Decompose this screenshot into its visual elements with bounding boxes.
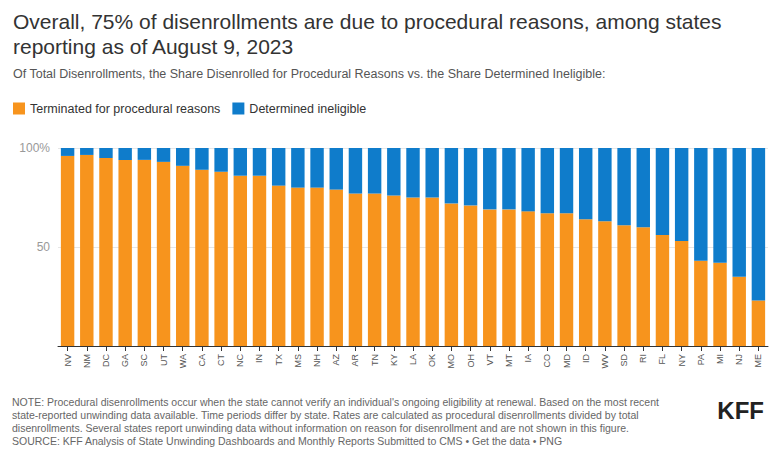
svg-text:AZ: AZ	[331, 354, 341, 366]
svg-text:MS: MS	[293, 354, 303, 368]
svg-text:ID: ID	[581, 353, 591, 363]
svg-text:Overall, 75% of disenrollments: Overall, 75% of disenrollments are due t…	[13, 10, 727, 33]
svg-text:FL: FL	[657, 354, 667, 365]
svg-text:OK: OK	[427, 354, 437, 367]
svg-text:IN: IN	[254, 354, 264, 363]
svg-text:50: 50	[37, 240, 51, 254]
svg-text:OH: OH	[466, 354, 476, 368]
svg-text:MT: MT	[504, 354, 514, 367]
svg-text:NY: NY	[677, 354, 687, 367]
svg-text:DC: DC	[101, 354, 111, 367]
svg-text:NC: NC	[235, 354, 245, 367]
svg-text:PA: PA	[696, 354, 706, 365]
svg-text:LA: LA	[408, 354, 418, 365]
svg-text:RI: RI	[638, 354, 648, 363]
svg-text:state-reported unwinding data: state-reported unwinding data available.…	[12, 409, 639, 421]
svg-text:NH: NH	[312, 354, 322, 367]
svg-text:AR: AR	[350, 354, 360, 367]
svg-text:reporting as of August 9, 2023: reporting as of August 9, 2023	[13, 35, 293, 58]
svg-text:KFF: KFF	[717, 397, 764, 424]
svg-text:CA: CA	[197, 354, 207, 367]
svg-text:SOURCE: KFF Analysis of State: SOURCE: KFF Analysis of State Unwinding …	[12, 435, 562, 447]
svg-text:MI: MI	[715, 354, 725, 364]
svg-text:100%: 100%	[19, 141, 50, 155]
svg-text:Of Total Disenrollments, the S: Of Total Disenrollments, the Share Disen…	[13, 67, 605, 81]
svg-text:disenrollments. Several states: disenrollments. Several states report un…	[12, 422, 629, 434]
svg-text:TN: TN	[370, 354, 380, 366]
svg-text:CO: CO	[542, 354, 552, 368]
svg-text:NJ: NJ	[734, 354, 744, 365]
svg-text:Determined ineligible: Determined ineligible	[249, 102, 366, 116]
svg-text:WA: WA	[178, 354, 188, 368]
svg-text:ME: ME	[753, 354, 763, 368]
svg-text:CT: CT	[216, 354, 226, 366]
svg-text:SD: SD	[619, 354, 629, 367]
svg-text:NV: NV	[63, 354, 73, 367]
svg-text:UT: UT	[159, 354, 169, 366]
svg-text:VT: VT	[485, 354, 495, 366]
svg-text:Terminated for procedural reas: Terminated for procedural reasons	[30, 102, 220, 116]
svg-text:SC: SC	[139, 354, 149, 367]
svg-text:WV: WV	[600, 354, 610, 369]
svg-text:GA: GA	[120, 354, 130, 367]
svg-text:MD: MD	[562, 354, 572, 368]
svg-text:IA: IA	[523, 354, 533, 363]
svg-text:KY: KY	[389, 354, 399, 366]
svg-text:NOTE: Procedural disenrollment: NOTE: Procedural disenrollments occur wh…	[12, 396, 659, 408]
svg-text:MO: MO	[446, 354, 456, 369]
svg-text:TX: TX	[274, 354, 284, 366]
svg-text:NM: NM	[82, 354, 92, 368]
